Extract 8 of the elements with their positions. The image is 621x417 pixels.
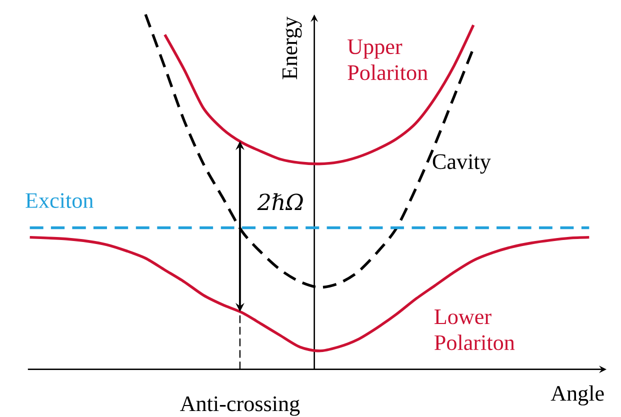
series-label: Upper Polariton (348, 40, 428, 80)
text: Anti-crossing (180, 396, 300, 416)
series-label: Cavity (432, 154, 491, 174)
y-axis-title: Energy (282, 16, 302, 80)
series-label: Lower Polariton (434, 310, 515, 350)
x-axis-title: Angle (550, 386, 604, 406)
annotation: 2ℏΩ (257, 193, 303, 210)
series-label: Exciton (26, 193, 94, 208)
